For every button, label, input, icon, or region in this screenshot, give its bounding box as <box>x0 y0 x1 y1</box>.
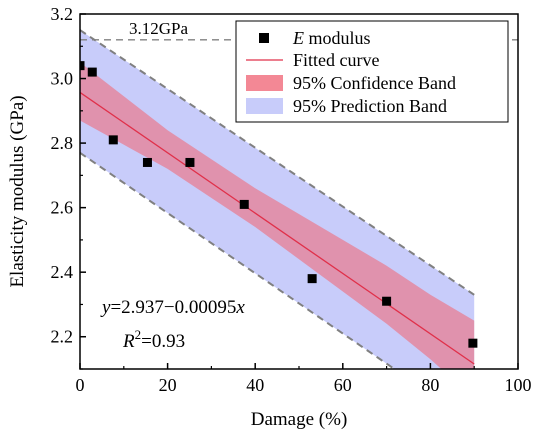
confidence-band <box>80 62 475 369</box>
points-layer <box>80 61 478 348</box>
axes-layer: 0 20 40 60 80 100 2.2 2.4 2.6 2.8 3.0 3.2 Damage (%)… <box>7 4 532 430</box>
y-tick-label: 3.0 <box>51 69 74 89</box>
y-tick-label: 2.4 <box>51 262 74 282</box>
data-point <box>87 67 97 77</box>
legend-marker-points <box>259 33 269 43</box>
data-point <box>307 274 317 284</box>
data-point <box>382 296 392 306</box>
x-tick-label: 0 <box>76 375 85 395</box>
data-point <box>185 157 195 167</box>
r-squared: R2=0.93 <box>122 327 185 352</box>
x-tick-label: 60 <box>334 375 352 395</box>
data-point <box>80 61 85 71</box>
bands-layer <box>80 29 475 369</box>
y-tick-label: 3.2 <box>51 4 74 24</box>
legend-marker-confidence <box>246 75 283 91</box>
x-tick-label: 100 <box>505 375 532 395</box>
y-tick-label: 2.2 <box>51 327 74 347</box>
x-axis-title: Damage (%) <box>251 409 348 430</box>
x-tick-label: 80 <box>421 375 439 395</box>
x-tick-label: 20 <box>159 375 177 395</box>
data-point <box>468 338 478 348</box>
fitted-curve <box>80 91 475 365</box>
equation-annotation: y=2.937−0.00095x R2=0.93 <box>100 297 245 352</box>
legend-label: 95% Prediction Band <box>293 96 447 116</box>
data-point <box>239 199 249 209</box>
x-tick-label: 40 <box>246 375 264 395</box>
fit-equation: y=2.937−0.00095x <box>100 297 245 318</box>
reference-label: 3.12GPa <box>129 19 188 38</box>
legend-label: Fitted curve <box>293 50 379 70</box>
y-tick-label: 2.8 <box>51 133 74 153</box>
y-axis-title: Elasticity modulus (GPa) <box>7 95 28 287</box>
legend-marker-prediction <box>246 98 283 114</box>
data-point <box>142 157 152 167</box>
legend-label: 95% Confidence Band <box>293 73 456 93</box>
data-point <box>108 135 118 145</box>
y-tick-label: 2.6 <box>51 198 74 218</box>
legend-label: E modulus <box>292 28 371 48</box>
fit-layer <box>80 91 475 365</box>
